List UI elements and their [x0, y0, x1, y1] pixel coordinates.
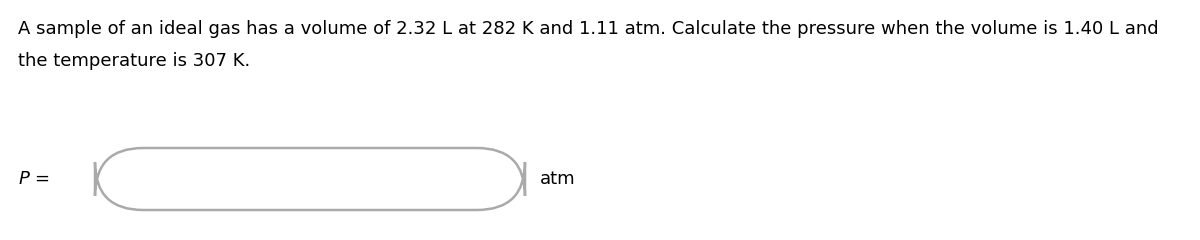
Text: A sample of an ideal gas has a volume of 2.32 L at 282 K and 1.11 atm. Calculate: A sample of an ideal gas has a volume of… [18, 20, 1159, 38]
Text: atm: atm [540, 170, 576, 188]
FancyBboxPatch shape [95, 148, 526, 210]
Text: $P$ =: $P$ = [18, 170, 49, 188]
Text: the temperature is 307 K.: the temperature is 307 K. [18, 52, 251, 70]
